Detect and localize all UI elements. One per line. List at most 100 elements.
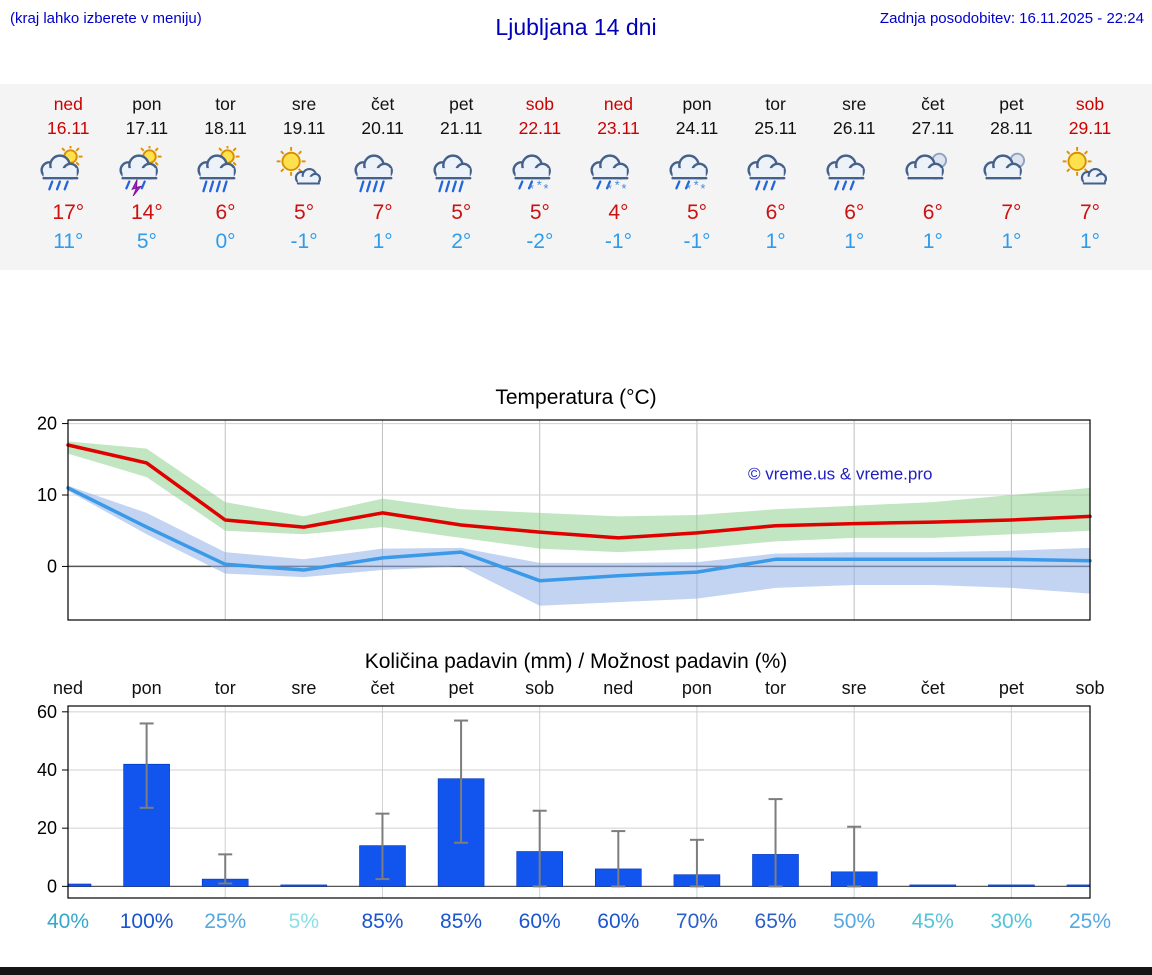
- forecast-day-column[interactable]: pet 28.11 7° 1°: [972, 94, 1051, 254]
- probability-label: 60%: [519, 910, 561, 933]
- high-temp: 5°: [294, 201, 315, 224]
- forecast-day-column[interactable]: pon 17.11 14° 5°: [108, 94, 187, 254]
- probability-label: 65%: [755, 910, 797, 933]
- x-day-label: pet: [999, 678, 1024, 698]
- low-temp: 1°: [765, 230, 786, 253]
- cloud-shape: [354, 154, 394, 180]
- probability-label: 25%: [204, 910, 246, 933]
- day-date: 18.11: [204, 118, 247, 138]
- low-temp: 5°: [136, 230, 157, 253]
- precipitation-chart: ned pon tor sre čet pet sob ned pon tor sre čet pet s…: [37, 678, 1111, 933]
- forecast-day-column[interactable]: sob 29.11 7° 1°: [1051, 94, 1130, 254]
- y-tick-label: 20: [37, 414, 57, 434]
- sun-small-cloud-icon: [276, 146, 321, 185]
- cloud-sleet-icon: * * *: [590, 154, 630, 196]
- day-name: sob: [525, 94, 554, 114]
- day-date: 16.11: [47, 118, 90, 138]
- probability-label: 25%: [1069, 910, 1111, 933]
- weather-icon-wrap: * * *: [579, 146, 658, 198]
- error-bar: [454, 719, 469, 844]
- menu-hint-link[interactable]: (kraj lahko izberete v meniju): [10, 10, 202, 27]
- svg-text:*: *: [615, 178, 620, 192]
- forecast-day-column[interactable]: tor 18.11 6° 0°: [186, 94, 265, 254]
- error-bar: [847, 825, 862, 888]
- weather-icon-wrap: [972, 146, 1051, 198]
- day-date: 27.11: [911, 118, 955, 138]
- day-name: pon: [682, 94, 712, 114]
- probability-label: 60%: [597, 910, 639, 933]
- min-temp-line: [66, 486, 1092, 583]
- y-tick-label: 20: [37, 818, 57, 838]
- forecast-day-column[interactable]: sre 19.11 5° -1°: [265, 94, 344, 254]
- day-name: ned: [603, 94, 634, 114]
- sun-cloud-rain-heavy-icon: [197, 146, 240, 193]
- low-temp: -1°: [683, 230, 711, 253]
- day-date: 24.11: [675, 118, 719, 138]
- weather-icon-wrap: * * *: [501, 146, 580, 198]
- day-date: 19.11: [282, 118, 326, 138]
- day-date: 20.11: [361, 118, 404, 138]
- day-name: ned: [53, 94, 83, 114]
- low-temp: 1°: [922, 230, 943, 253]
- cloud-rain-icon: [826, 154, 865, 191]
- high-temp: 6°: [844, 201, 865, 224]
- error-bar: [611, 830, 626, 888]
- day-name: sre: [842, 94, 867, 114]
- x-day-label: tor: [765, 678, 786, 698]
- temperature-chart: 0 10 20 © vreme.us & vreme.pro: [37, 414, 1092, 621]
- error-bar: [768, 798, 783, 888]
- x-day-label: sob: [525, 678, 554, 698]
- forecast-day-column[interactable]: sre 26.11 6° 1°: [815, 94, 894, 254]
- x-day-label: sre: [291, 678, 316, 698]
- max-temp-line: [66, 443, 1092, 540]
- cloud-shape: [826, 154, 865, 180]
- weather-icon-wrap: [186, 146, 265, 198]
- forecast-day-column[interactable]: tor 25.11 6° 1°: [736, 94, 815, 254]
- forecast-day-column[interactable]: pet 21.11 5° 2°: [422, 94, 501, 254]
- high-temp: 7°: [372, 201, 393, 224]
- error-bar: [218, 853, 233, 885]
- high-temp: 6°: [922, 201, 943, 224]
- cloud-rain-heavy-icon: [354, 154, 394, 193]
- forecast-day-column[interactable]: čet 27.11 6° 1°: [894, 94, 973, 254]
- y-tick-label: 0: [47, 556, 57, 576]
- cloudy-icon: [904, 152, 947, 180]
- forecast-day-column[interactable]: sob 22.11 * * * 5° -2°: [501, 94, 580, 254]
- svg-text:*: *: [543, 182, 548, 196]
- page-header: (kraj lahko izberete v meniju) Ljubljana…: [0, 0, 1152, 50]
- cloud-shape: [197, 154, 237, 180]
- weather-icon-wrap: [894, 146, 973, 198]
- x-day-label: ned: [53, 678, 83, 698]
- low-temp: 1°: [372, 230, 393, 253]
- day-name: sob: [1075, 94, 1105, 114]
- day-date: 29.11: [1068, 118, 1112, 138]
- forecast-day-column[interactable]: ned 16.11 17° 11°: [29, 94, 108, 254]
- cloud-sleet-icon: * * *: [512, 154, 551, 196]
- forecast-day-column[interactable]: pon 24.11 * * * 5° -1°: [658, 94, 737, 254]
- footer-bar: [0, 967, 1152, 975]
- svg-text:*: *: [686, 182, 691, 196]
- sun-cloud-icon: [1062, 146, 1107, 185]
- day-name: tor: [765, 94, 786, 114]
- day-date: 25.11: [754, 118, 797, 138]
- cloud-shape: [590, 154, 630, 180]
- y-tick-label: 60: [37, 702, 57, 722]
- x-day-label: čet: [370, 678, 394, 698]
- last-update-label: Zadnja posodobitev: 16.11.2025 - 22:24: [879, 10, 1144, 27]
- x-day-label: pet: [449, 678, 474, 698]
- high-temp: 5°: [529, 201, 550, 224]
- cloud-shape: [983, 154, 1023, 180]
- cloud-rain-heavy-icon: [433, 154, 472, 193]
- cloud-shape: [904, 154, 944, 180]
- svg-text:*: *: [700, 182, 705, 196]
- weather-icon-wrap: [1051, 146, 1130, 198]
- day-name: pon: [132, 94, 162, 114]
- weather-icon-wrap: [815, 146, 894, 198]
- error-bar: [375, 812, 390, 881]
- day-date: 28.11: [990, 118, 1033, 138]
- forecast-day-column[interactable]: čet 20.11 7° 1°: [343, 94, 422, 254]
- weather-icon-wrap: * * *: [658, 146, 737, 198]
- forecast-day-column[interactable]: ned 23.11 * * * 4° -1°: [579, 94, 658, 254]
- min-range-band: [68, 485, 1090, 606]
- probability-label: 100%: [120, 910, 174, 933]
